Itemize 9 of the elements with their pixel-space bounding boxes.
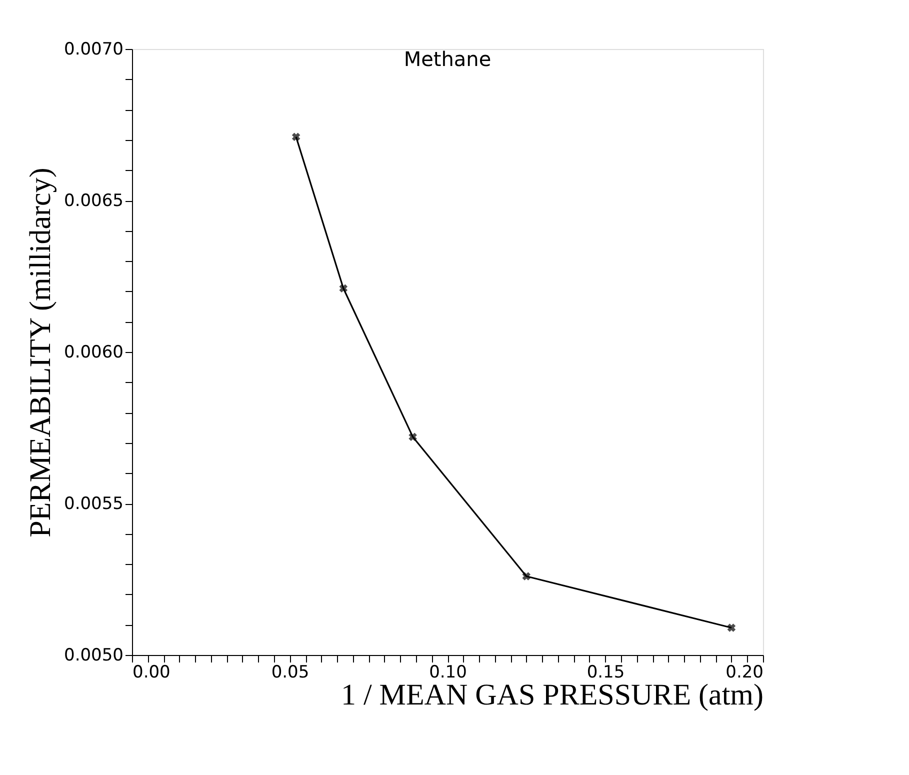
chart-title: Methane: [404, 47, 492, 71]
y-tick-label: 0.0070: [64, 40, 124, 60]
y-tick-label: 0.0050: [64, 646, 124, 666]
y-axis-title: PERMEABILITY (millidarcy): [24, 168, 58, 538]
y-tick-label: 0.0055: [64, 494, 124, 514]
y-tick-label: 0.0065: [64, 191, 124, 211]
y-tick-label: 0.0060: [64, 342, 124, 362]
x-tick-label: 0.05: [271, 662, 310, 682]
x-tick-label: 0.00: [132, 662, 170, 682]
